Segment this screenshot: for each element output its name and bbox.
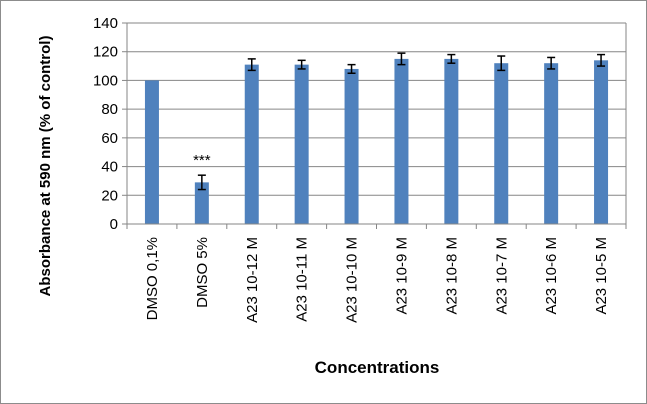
- bar: [344, 68, 359, 224]
- gridlines: [127, 22, 626, 196]
- bar: [144, 80, 159, 224]
- x-tick-label: DMSO 5%: [194, 237, 211, 308]
- x-tick-label: A23 10-5 M: [593, 237, 610, 315]
- x-tick-label: A23 10-10 M: [344, 237, 361, 323]
- x-axis-title: Concentrations: [315, 358, 440, 377]
- bar: [544, 63, 559, 225]
- y-tick-label: 140: [93, 15, 118, 32]
- x-tick-label: A23 10-11 M: [294, 237, 311, 322]
- y-tick-label: 120: [93, 44, 118, 61]
- y-axis-title: Absorbance at 590 nm (% of control): [37, 36, 54, 297]
- bar: [194, 182, 209, 224]
- bars: ***: [144, 52, 609, 225]
- significance-annotation: ***: [193, 152, 211, 169]
- y-axis: 0 20 40 60 80 100 120 140: [93, 15, 627, 233]
- x-tick-label: A23 10-9 M: [393, 237, 410, 315]
- y-tick-label: 80: [101, 101, 118, 118]
- y-tick-label: 20: [101, 187, 118, 204]
- bar: [444, 58, 459, 225]
- x-axis: DMSO 0,1% DMSO 5% A23 10-12 M A23 10-11 M A2…: [126, 223, 627, 323]
- bar: [244, 64, 259, 224]
- x-tick-label: DMSO 0,1%: [144, 237, 161, 320]
- y-tick-label: 40: [101, 159, 118, 176]
- bar: [594, 60, 609, 225]
- bar: [394, 58, 409, 225]
- x-tick-label: A23 10-6 M: [543, 237, 560, 315]
- bar: [494, 63, 509, 225]
- y-tick-label: 100: [93, 72, 118, 89]
- bar: [294, 64, 309, 224]
- y-tick-label: 60: [101, 130, 118, 147]
- x-tick-label: A23 10-8 M: [443, 237, 460, 315]
- y-tick-label: 0: [110, 216, 118, 233]
- x-tick-label: A23 10-7 M: [493, 237, 510, 315]
- x-tick-label: A23 10-12 M: [244, 237, 261, 323]
